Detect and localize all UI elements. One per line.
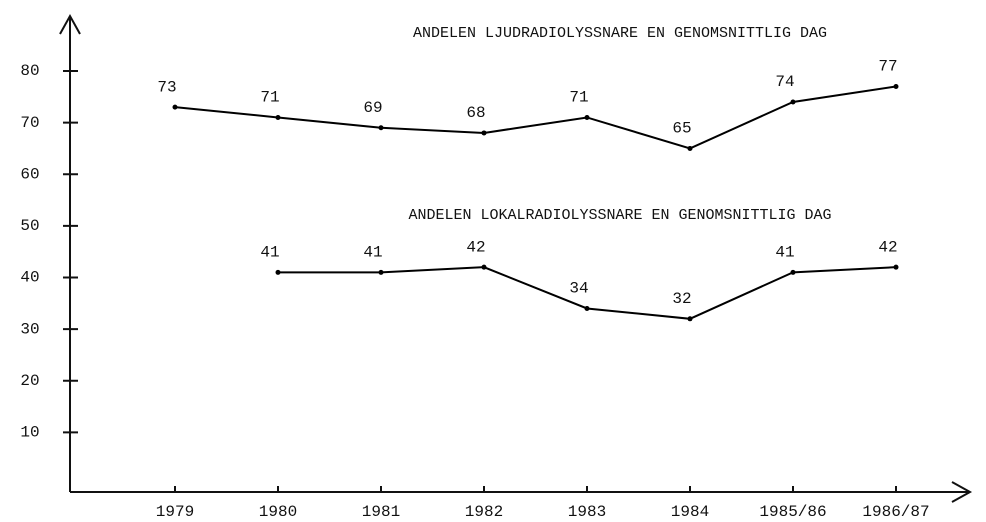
data-label: 71 <box>569 89 588 107</box>
x-tick-label: 1979 <box>156 503 194 521</box>
point <box>378 269 384 275</box>
data-label: 77 <box>878 58 897 76</box>
point <box>584 114 590 120</box>
data-label: 41 <box>363 244 382 262</box>
point <box>481 264 487 270</box>
point <box>893 83 899 89</box>
data-label: 34 <box>569 280 588 298</box>
data-label: 41 <box>260 244 279 262</box>
data-label: 65 <box>672 120 691 138</box>
point <box>172 104 178 110</box>
point <box>893 264 899 270</box>
y-tick-label: 80 <box>20 62 39 80</box>
series-label: ANDELEN LJUDRADIOLYSSNARE EN GENOMSNITTL… <box>413 25 827 42</box>
data-label: 73 <box>157 78 176 96</box>
data-label: 68 <box>466 104 485 122</box>
data-label: 42 <box>466 238 485 256</box>
y-tick-label: 30 <box>20 320 39 338</box>
series-line <box>174 85 897 150</box>
point <box>275 114 281 120</box>
point <box>687 316 693 322</box>
data-label: 41 <box>775 244 794 262</box>
data-label: 71 <box>260 89 279 107</box>
x-tick-label: 1982 <box>465 503 503 521</box>
y-tick-label: 70 <box>20 114 39 132</box>
y-tick-label: 60 <box>20 165 39 183</box>
data-label: 32 <box>672 290 691 308</box>
point <box>378 125 384 131</box>
x-tick-label: 1984 <box>671 503 709 521</box>
data-label: 74 <box>775 73 794 91</box>
point <box>584 305 590 311</box>
x-tick-label: 1981 <box>362 503 400 521</box>
point <box>481 130 487 136</box>
point <box>687 145 693 151</box>
x-tick-label: 1980 <box>259 503 297 521</box>
data-label: 42 <box>878 238 897 256</box>
y-tick-label: 40 <box>20 269 39 287</box>
x-tick-label: 1985/86 <box>759 503 826 521</box>
series-label: ANDELEN LOKALRADIOLYSSNARE EN GENOMSNITT… <box>408 207 831 224</box>
x-axis-arrow <box>951 481 973 503</box>
point <box>275 269 281 275</box>
y-tick-label: 50 <box>20 217 39 235</box>
y-axis-arrow <box>59 13 81 35</box>
point <box>790 99 796 105</box>
data-label: 69 <box>363 99 382 117</box>
y-tick-label: 10 <box>20 424 39 442</box>
x-tick-label: 1986/87 <box>862 503 929 521</box>
y-tick-label: 20 <box>20 372 39 390</box>
x-tick-label: 1983 <box>568 503 606 521</box>
point <box>790 269 796 275</box>
